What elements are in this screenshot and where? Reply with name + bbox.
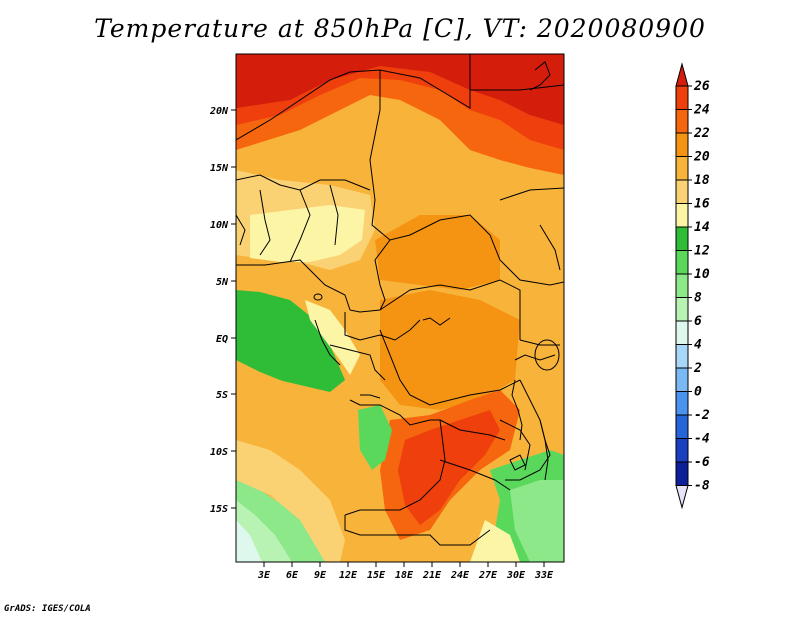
lake-kariba <box>509 454 526 471</box>
lake-victoria <box>534 339 560 371</box>
field-12-14-west <box>236 290 345 392</box>
lakes <box>313 61 560 481</box>
colorbar-segment <box>675 85 689 110</box>
colorbar-label: 8 <box>694 291 702 306</box>
colorbar-segment <box>675 414 689 439</box>
colorbar-segment <box>675 250 689 275</box>
field-14-16-se <box>470 520 520 562</box>
lon-label: 27E <box>478 570 498 581</box>
colorbar-segment <box>675 203 689 228</box>
field-10-12-angola <box>358 405 392 470</box>
colorbar-label: 22 <box>693 126 710 141</box>
coast-nile-delta <box>529 61 551 91</box>
lat-label: 5N <box>216 277 229 288</box>
colorbar-label: 20 <box>693 150 710 165</box>
map-title: Temperature at 850hPa [C], VT: 202008090… <box>94 14 706 43</box>
lon-label: 9E <box>314 570 327 581</box>
field-16-18-sw <box>236 440 345 562</box>
colorbar-segment <box>675 438 689 463</box>
colorbar-under-triangle <box>675 485 689 510</box>
colorbar-label: 12 <box>694 244 710 259</box>
colorbar-label: 24 <box>693 103 710 118</box>
colorbar-segment <box>675 344 689 369</box>
colorbar-segment <box>675 273 689 298</box>
colorbar-label: -4 <box>694 432 710 447</box>
colorbar-segment <box>675 461 689 486</box>
lat-label: 10S <box>210 447 228 458</box>
axis-ticks <box>231 109 545 567</box>
river-congo <box>422 317 451 326</box>
colorbar-label: 16 <box>694 197 710 212</box>
colorbar-label: -2 <box>694 408 710 423</box>
lon-label: 30E <box>506 570 526 581</box>
colorbar-segment <box>675 320 689 345</box>
lon-label: 12E <box>339 570 358 581</box>
colorbar-segment <box>675 179 689 204</box>
colorbar-label: 4 <box>694 338 702 353</box>
colorbar-label: -6 <box>694 455 710 470</box>
colorbar-segment <box>675 132 689 157</box>
colorbar-label: 10 <box>694 267 710 282</box>
colorbar-segment <box>675 297 689 322</box>
colorbar-segment <box>675 367 689 392</box>
colorbar-label: 2 <box>693 361 702 376</box>
colorbar-segment <box>675 226 689 251</box>
lon-label: 21E <box>422 570 442 581</box>
field-14-16-west <box>250 205 365 262</box>
colorbar-label: 26 <box>693 79 710 94</box>
field-above-26 <box>236 54 564 125</box>
country-borders <box>236 54 564 546</box>
lat-label: 15S <box>210 504 228 515</box>
lat-labels: 20N 15N 10N 5N EQ 5S 10S 15S <box>209 106 229 515</box>
lon-label: 33E <box>534 570 554 581</box>
colorbar-label: 14 <box>694 220 710 235</box>
lat-label: 20N <box>209 106 229 117</box>
field-14-16-gabon <box>305 300 360 375</box>
colorbar-segment <box>675 109 689 134</box>
temperature-field <box>236 54 564 562</box>
lon-label: 6E <box>286 570 299 581</box>
field-18-20-coast <box>236 360 345 430</box>
colorbar-segment <box>675 156 689 181</box>
field-8-10-se <box>510 480 564 562</box>
lon-label: 18E <box>395 570 414 581</box>
lat-label: 10N <box>210 220 229 231</box>
island-bioko <box>313 293 323 301</box>
lat-label: 5S <box>216 390 228 401</box>
map-frame <box>235 53 565 563</box>
field-20-22-congo <box>380 290 520 410</box>
lat-label: EQ <box>216 334 228 345</box>
lon-label: 15E <box>367 570 386 581</box>
grads-credit: GrADS: IGES/COLA <box>4 604 91 614</box>
field-4-6-sw <box>236 520 262 562</box>
colorbar-label: 6 <box>694 314 702 329</box>
lon-labels: 3E 6E 9E 12E 15E 18E 21E 24E 27E 30E 33E <box>257 570 554 581</box>
colorbar-segment <box>675 391 689 416</box>
colorbar-label: 0 <box>694 385 702 400</box>
field-20-22-central <box>375 215 500 290</box>
lake-tanganyika <box>511 379 523 441</box>
colorbar-label: -8 <box>694 479 710 494</box>
colorbar-label: 18 <box>694 173 710 188</box>
lon-label: 24E <box>450 570 470 581</box>
colorbar-over-triangle <box>675 62 689 87</box>
lat-label: 15N <box>210 163 229 174</box>
lake-malawi <box>539 419 549 481</box>
lon-label: 3E <box>257 570 271 581</box>
